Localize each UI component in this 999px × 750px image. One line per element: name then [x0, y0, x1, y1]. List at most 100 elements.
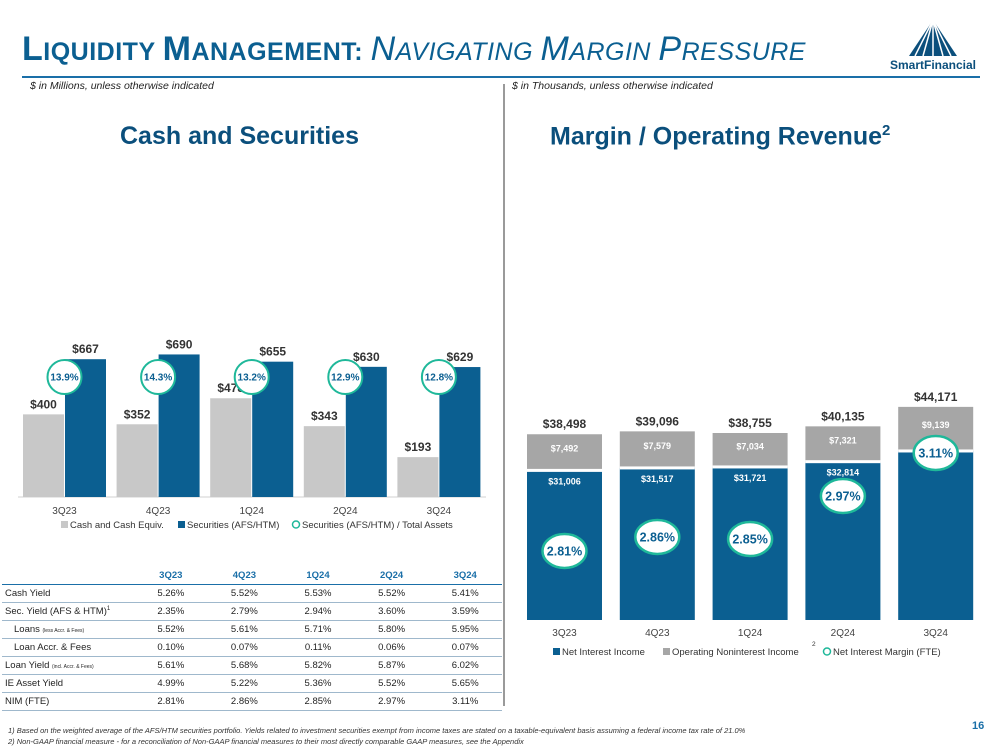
table-header: 2Q24 [354, 568, 429, 585]
total-label: $44,171 [914, 390, 958, 404]
data-label-cash: $400 [30, 397, 57, 411]
x-tick-label: 4Q23 [645, 628, 670, 639]
legend-swatch-noninterest [663, 648, 670, 655]
table-cell: 0.07% [207, 638, 282, 657]
table-cell: 2.79% [207, 602, 282, 621]
row-label: Cash Yield [2, 584, 134, 603]
data-label-securities: $690 [166, 337, 193, 351]
table-header: 3Q23 [134, 568, 208, 585]
table-cell: 5.36% [281, 674, 355, 694]
bar-separator [527, 468, 602, 472]
table-row: Cash Yield 5.26% 5.52% 5.53% 5.52% 5.41% [2, 584, 502, 603]
data-label-securities: $630 [353, 350, 380, 364]
table-cell: 2.86% [207, 692, 282, 712]
x-tick-label: 1Q24 [239, 506, 264, 517]
bar-noninterest-3Q23 [527, 434, 602, 471]
bar-noninterest-1Q24 [712, 433, 788, 467]
table-cell: 5.52% [207, 584, 282, 603]
bar-separator [619, 466, 695, 470]
table-cell: 3.11% [428, 692, 502, 712]
data-label-noninterest: $7,492 [551, 444, 579, 454]
table-cell: 5.22% [207, 674, 282, 694]
table-cell: 4.99% [134, 674, 208, 694]
pyramid-logo-icon [909, 19, 957, 57]
table-header: 3Q24 [428, 568, 502, 585]
table-cell: 0.07% [428, 638, 502, 657]
table-cell: 0.11% [281, 638, 355, 657]
x-tick-label: 1Q24 [738, 628, 763, 639]
page-number: 16 [972, 720, 985, 732]
row-label: NIM (FTE) [2, 692, 134, 712]
table-header: 1Q24 [281, 568, 355, 585]
table-row: Sec. Yield (AFS & HTM)1 2.35% 2.79% 2.94… [2, 602, 502, 621]
footnote-1: 1) Based on the weighted average of the … [8, 726, 746, 735]
nim-marker [634, 518, 681, 556]
table-cell: 5.95% [428, 620, 502, 639]
cash-chart-title: Cash and Securities [120, 122, 359, 150]
nim-label: 3.11% [918, 447, 953, 461]
data-label-noninterest: $9,139 [922, 420, 950, 430]
table-cell: 5.65% [428, 674, 502, 694]
table-header-row: 3Q23 4Q23 1Q24 2Q24 3Q24 [2, 568, 502, 585]
x-tick-label: 3Q23 [52, 506, 77, 517]
title-rule [22, 76, 980, 78]
bar-separator [712, 465, 788, 469]
table-cell: 2.97% [354, 692, 429, 712]
data-label-net-interest: $32,814 [827, 468, 860, 478]
note-right: $ in Thousands, unless otherwise indicat… [512, 80, 713, 92]
legend-footnote-marker: 2 [812, 641, 816, 648]
data-label-cash: $352 [124, 407, 151, 421]
row-label: Loans (less Accr. & Fees) [2, 620, 134, 639]
ratio-marker [140, 359, 177, 395]
nim-label: 2.97% [825, 490, 860, 504]
company-logo: SmartFinancial [885, 18, 981, 72]
legend-label-cash: Cash and Cash Equiv. [70, 520, 164, 531]
legend-label-securities: Securities (AFS/HTM) [187, 520, 279, 531]
logo-text: SmartFinancial [889, 58, 977, 72]
legend-swatch-ratio [291, 520, 301, 529]
data-label-noninterest: $7,321 [829, 435, 857, 445]
ratio-marker [233, 359, 270, 395]
table-row: IE Asset Yield 4.99% 5.22% 5.36% 5.52% 5… [2, 674, 502, 694]
legend-swatch-net-interest [553, 648, 560, 655]
nim-marker [819, 477, 867, 515]
table-cell: 5.52% [134, 620, 208, 639]
bar-net-interest-3Q24 [898, 450, 974, 620]
margin-chart-title: Margin / Operating Revenue2 [550, 122, 891, 151]
yield-table: 3Q23 4Q23 1Q24 2Q24 3Q24 Cash Yield 5.26… [2, 568, 502, 712]
bar-cash-3Q23 [23, 414, 64, 497]
data-label-cash: $193 [405, 440, 432, 454]
nim-marker [912, 434, 959, 472]
table-cell: 6.02% [428, 656, 502, 675]
ratio-label: 12.9% [331, 373, 359, 384]
table-cell: 5.87% [354, 656, 429, 675]
footnote-2: 2) Non-GAAP financial measure - for a re… [8, 737, 524, 746]
x-tick-label: 3Q24 [923, 628, 948, 639]
table-cell: 0.06% [354, 638, 429, 657]
ratio-marker [327, 359, 364, 395]
bar-cash-3Q24 [397, 457, 439, 497]
note-left: $ in Millions, unless otherwise indicate… [30, 80, 214, 92]
total-label: $38,755 [728, 416, 772, 430]
table-row: Loans (less Accr. & Fees) 5.52% 5.61% 5.… [2, 620, 502, 639]
row-label: Loan Accr. & Fees [2, 638, 134, 657]
table-cell: 0.10% [134, 638, 208, 657]
nim-label: 2.81% [547, 545, 582, 559]
bar-separator [805, 460, 881, 464]
data-label-noninterest: $7,034 [736, 441, 764, 451]
x-tick-label: 4Q23 [146, 506, 171, 517]
bar-cash-1Q24 [210, 398, 252, 497]
row-label: Sec. Yield (AFS & HTM)1 [2, 602, 134, 621]
x-tick-label: 2Q24 [333, 506, 358, 517]
bar-cash-4Q23 [116, 424, 158, 497]
ratio-label: 14.3% [144, 373, 172, 384]
ratio-label: 13.9% [50, 373, 78, 384]
data-label-net-interest: $31,006 [548, 476, 581, 486]
data-label-cash: $343 [311, 409, 338, 423]
ratio-marker [46, 359, 83, 395]
legend-swatch-nim [822, 647, 832, 656]
x-tick-label: 3Q24 [427, 506, 452, 517]
table-cell: 5.52% [354, 674, 429, 694]
table-cell: 5.68% [207, 656, 282, 675]
data-label-securities: $655 [259, 345, 286, 359]
